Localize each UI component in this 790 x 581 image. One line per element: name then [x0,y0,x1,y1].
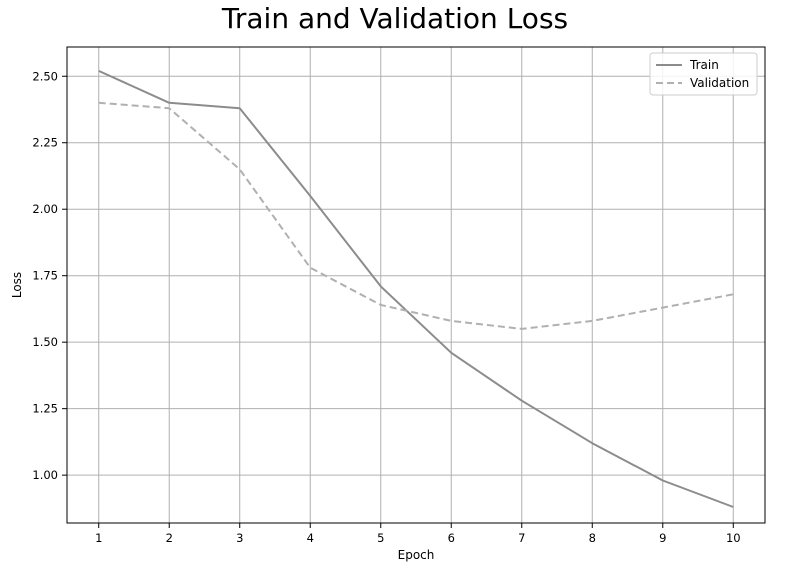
legend: Train Validation [649,52,758,96]
plot-frame [66,46,766,524]
x-tick-label: 9 [659,531,666,545]
chart-title: Train and Validation Loss [221,2,569,35]
series-line-validation [98,101,734,330]
grid-lines [67,47,765,523]
x-tick-label: 1 [95,531,102,545]
series-lines [98,69,734,508]
x-tick-label: 6 [448,531,455,545]
series-line-train [98,69,734,508]
y-tick-label: 2.00 [32,202,58,216]
x-axis-label: Epoch [398,548,435,562]
legend-label-train: Train [689,58,719,72]
x-tick-label: 5 [377,531,384,545]
y-tick-label: 1.25 [32,402,58,416]
x-tick-label: 10 [726,531,741,545]
x-tick-label: 2 [166,531,173,545]
legend-box [649,52,758,96]
y-tick-label: 2.50 [32,69,58,83]
y-tick-label: 1.50 [32,335,58,349]
y-tick-label: 1.75 [32,269,58,283]
x-axis-ticks: 1 2 3 4 5 6 7 8 9 10 [95,523,741,545]
legend-label-validation: Validation [690,76,749,90]
x-tick-label: 4 [307,531,314,545]
x-tick-label: 8 [589,531,596,545]
y-tick-label: 2.25 [32,136,58,150]
x-tick-label: 3 [236,531,243,545]
y-tick-label: 1.00 [32,468,58,482]
x-tick-label: 7 [518,531,525,545]
y-axis-label: Loss [10,272,24,298]
y-axis-ticks: 1.00 1.25 1.50 1.75 2.00 2.25 2.50 [32,69,67,482]
